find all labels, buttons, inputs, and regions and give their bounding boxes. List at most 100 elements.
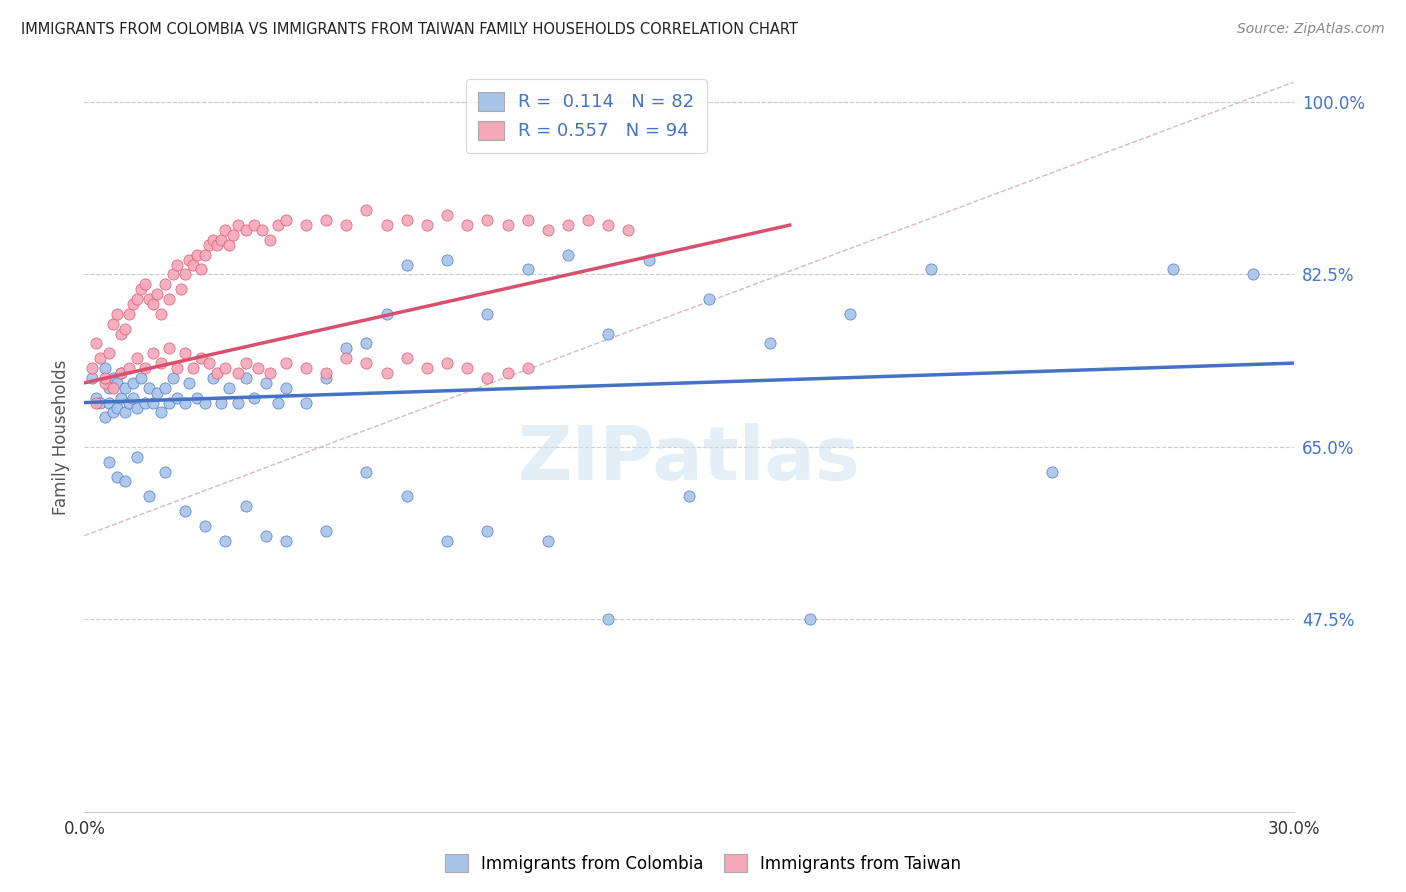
Point [920, 262, 942, 277]
Point [516, 361, 538, 376]
Point [194, 395, 217, 409]
Point [250, 223, 273, 237]
Point [496, 366, 519, 380]
Point [114, 381, 136, 395]
Point [1241, 268, 1264, 282]
Point [105, 307, 128, 321]
Point [134, 395, 156, 409]
Point [93, 361, 115, 376]
Point [146, 385, 169, 400]
Point [101, 405, 124, 419]
Point [416, 218, 439, 232]
Point [82, 371, 104, 385]
Point [121, 297, 143, 311]
Point [598, 218, 620, 232]
Point [105, 401, 128, 415]
Point [162, 371, 184, 385]
Point [375, 307, 398, 321]
Point [274, 533, 297, 548]
Point [576, 213, 599, 227]
Point [218, 381, 240, 395]
Point [181, 258, 204, 272]
Y-axis label: Family Households: Family Households [52, 359, 70, 515]
Point [235, 499, 257, 513]
Point [121, 376, 143, 390]
Point [110, 366, 132, 380]
Point [149, 356, 172, 370]
Point [142, 346, 165, 360]
Point [118, 307, 141, 321]
Point [149, 307, 172, 321]
Point [153, 465, 176, 479]
Point [537, 533, 560, 548]
Point [295, 218, 318, 232]
Point [375, 218, 398, 232]
Point [125, 292, 148, 306]
Point [274, 356, 297, 370]
Point [157, 292, 180, 306]
Point [1040, 465, 1063, 479]
Point [218, 237, 240, 252]
Point [174, 395, 197, 409]
Point [110, 366, 132, 380]
Text: IMMIGRANTS FROM COLOMBIA VS IMMIGRANTS FROM TAIWAN FAMILY HOUSEHOLDS CORRELATION: IMMIGRANTS FROM COLOMBIA VS IMMIGRANTS F… [21, 22, 799, 37]
Point [436, 208, 458, 222]
Point [315, 524, 337, 538]
Point [110, 326, 132, 341]
Point [516, 262, 538, 277]
Point [86, 391, 108, 405]
Point [436, 252, 458, 267]
Point [179, 376, 201, 390]
Point [105, 469, 128, 483]
Point [110, 391, 132, 405]
Point [146, 287, 169, 301]
Point [157, 342, 180, 356]
Point [207, 366, 229, 380]
Point [125, 401, 148, 415]
Point [697, 292, 720, 306]
Legend: R =  0.114   N = 82, R = 0.557   N = 94: R = 0.114 N = 82, R = 0.557 N = 94 [465, 79, 707, 153]
Point [186, 248, 208, 262]
Point [496, 218, 519, 232]
Point [134, 277, 156, 292]
Point [335, 351, 357, 366]
Point [315, 213, 337, 227]
Point [259, 366, 281, 380]
Point [395, 213, 418, 227]
Point [416, 361, 439, 376]
Point [356, 465, 378, 479]
Point [209, 233, 232, 247]
Point [242, 218, 264, 232]
Point [129, 282, 152, 296]
Point [274, 381, 297, 395]
Point [516, 213, 538, 227]
Point [138, 381, 160, 395]
Point [166, 258, 188, 272]
Point [134, 361, 156, 376]
Point [436, 533, 458, 548]
Point [129, 371, 152, 385]
Point [254, 376, 277, 390]
Point [1161, 262, 1184, 277]
Point [93, 376, 115, 390]
Point [242, 391, 264, 405]
Point [259, 233, 281, 247]
Point [101, 371, 124, 385]
Point [125, 351, 148, 366]
Point [207, 237, 229, 252]
Point [598, 326, 620, 341]
Point [356, 203, 378, 218]
Text: ZIPatlas: ZIPatlas [517, 423, 860, 496]
Point [118, 395, 141, 409]
Point [142, 395, 165, 409]
Point [274, 213, 297, 227]
Point [194, 248, 217, 262]
Point [315, 366, 337, 380]
Point [190, 351, 212, 366]
Point [637, 252, 659, 267]
Point [202, 371, 225, 385]
Point [105, 376, 128, 390]
Point [174, 346, 197, 360]
Point [356, 336, 378, 351]
Point [235, 356, 257, 370]
